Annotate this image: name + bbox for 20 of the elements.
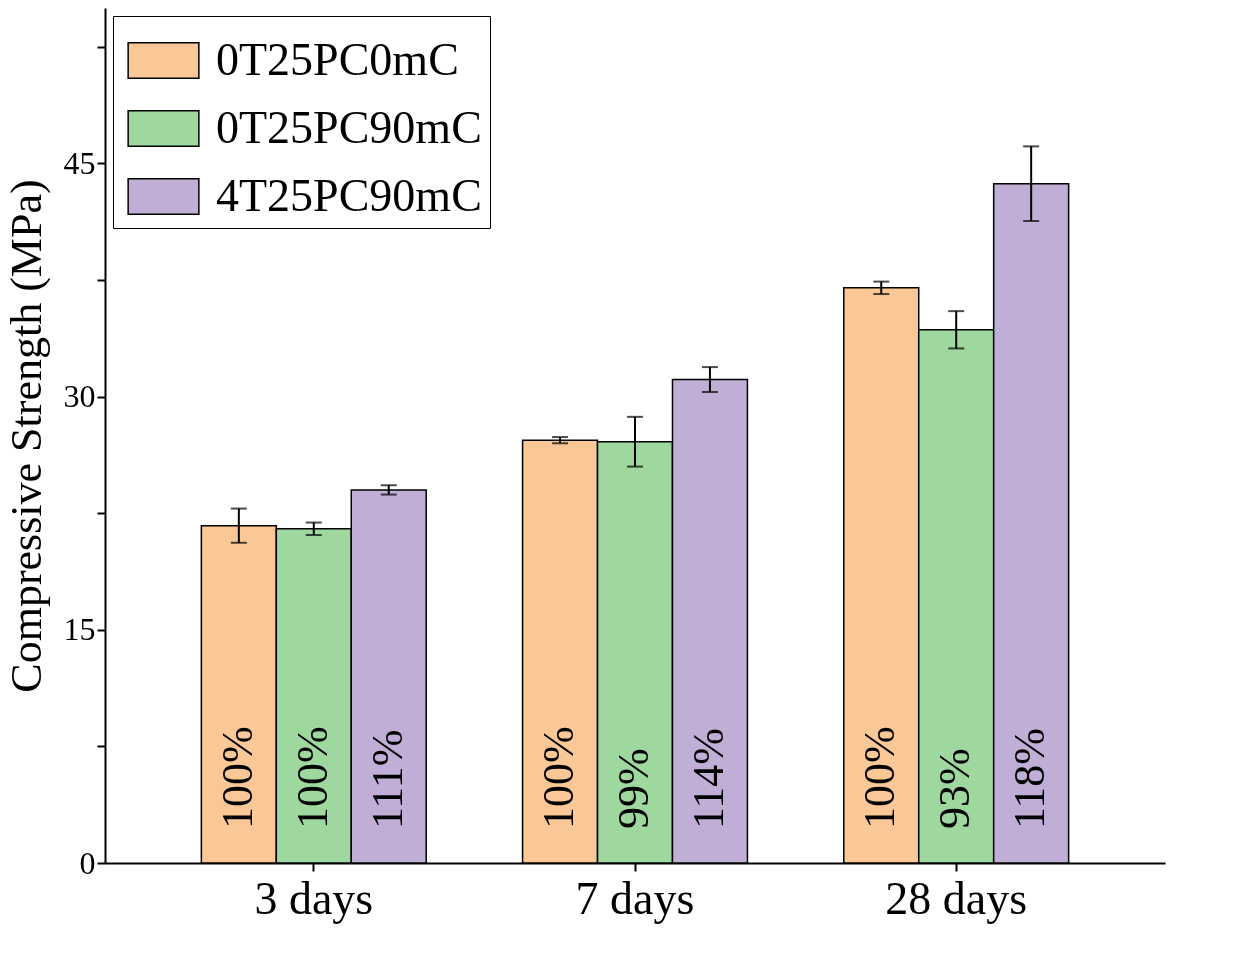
annotation: 118%: [1005, 727, 1055, 829]
x-tick-label: 7 days: [575, 872, 695, 924]
annotation: 100%: [534, 726, 584, 829]
x-tick-label: 28 days: [885, 872, 1028, 924]
annotation: 100%: [212, 726, 262, 829]
x-tick-label: 3 days: [254, 872, 374, 924]
annotation: 114%: [683, 727, 733, 829]
y-tick-label: 45: [63, 144, 96, 181]
legend-label: 4T25PC90mC: [216, 169, 482, 221]
legend-label: 0T25PC90mC: [216, 101, 482, 153]
y-tick-label: 0: [79, 844, 96, 881]
annotation: 111%: [362, 729, 412, 829]
legend-label: 0T25PC0mC: [216, 33, 459, 85]
annotation: 100%: [287, 726, 337, 829]
annotation: 99%: [609, 748, 658, 829]
annotation: 100%: [855, 726, 905, 829]
y-axis-title: Compressive Strength (MPa): [1, 179, 51, 693]
y-tick-label: 30: [63, 378, 96, 415]
annotation: 93%: [930, 748, 980, 829]
y-tick-label: 15: [63, 611, 96, 648]
